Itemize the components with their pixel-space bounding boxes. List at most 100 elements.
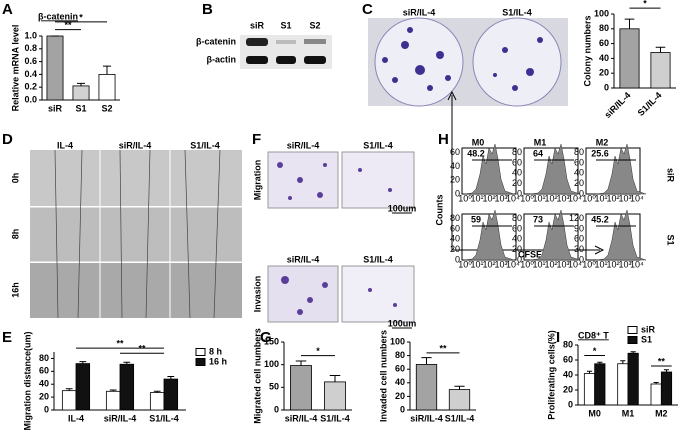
y-tick-label: 0 — [579, 188, 584, 198]
x-tick-label: siR/IL-4 — [285, 413, 318, 423]
error-bar — [630, 351, 636, 354]
x-tick-label: 10⁴ — [568, 259, 582, 269]
x-tick-label: 10¹ — [532, 193, 545, 203]
significance: ** — [138, 344, 146, 354]
y-tick-label: 60 — [574, 157, 584, 167]
label: 64 — [533, 148, 543, 158]
x-tick-label: 10³ — [494, 259, 507, 269]
label: 100um — [388, 318, 417, 328]
chart-title: β-catenin — [38, 11, 78, 21]
y-tick-label: 80 — [512, 147, 522, 157]
label: siR/IL-4 — [287, 140, 320, 150]
x-tick-label: 10² — [606, 259, 619, 269]
error-bar — [663, 369, 670, 372]
y-tick-label: 0 — [517, 188, 522, 198]
x-tick-label: 10⁰ — [582, 259, 596, 269]
x-tick-label: 10⁴ — [568, 193, 582, 203]
y-tick-label: 40 — [599, 53, 609, 63]
y-tick-label: 100 — [390, 336, 405, 346]
error-bar — [655, 46, 666, 53]
y-axis-label: Colony numbers — [582, 15, 592, 86]
x-tick-label: S1/IL-4 — [320, 413, 350, 423]
x-tick-label: 10⁴ — [506, 259, 520, 269]
y-axis-label: Migrated cell numbers — [252, 328, 262, 424]
y-tick-label: 0 — [604, 82, 609, 92]
bar — [583, 373, 596, 406]
bar — [448, 389, 471, 411]
significance: * — [593, 346, 597, 356]
x-tick-label: S1/IL-4 — [149, 413, 179, 423]
y-tick-label: 0 — [579, 254, 584, 264]
label: siR/IL-4 — [119, 140, 152, 150]
panel-letter: D — [2, 131, 13, 148]
y-tick-label: 0 — [274, 404, 279, 414]
significance: ** — [64, 20, 72, 30]
label: Invasion — [252, 276, 262, 313]
panel-letter: C — [362, 1, 373, 18]
error-bar — [620, 360, 626, 364]
label: siR — [666, 168, 676, 183]
bar — [650, 52, 671, 89]
label: CFSE — [518, 249, 542, 259]
x-tick-label: 10² — [544, 193, 557, 203]
label: β-catenin — [196, 36, 236, 46]
y-tick-label: 60 — [450, 223, 460, 233]
bar — [650, 383, 662, 406]
significance: ** — [116, 339, 124, 349]
label: siR — [250, 20, 265, 30]
y-tick-label: 20 — [39, 391, 49, 401]
y-tick-label: 0 — [400, 404, 405, 414]
panel-letter: F — [252, 131, 261, 148]
bar — [61, 390, 77, 411]
error-bar — [597, 361, 603, 364]
bar — [415, 364, 438, 411]
x-tick-label: S2 — [101, 103, 112, 113]
x-tick-label: 10² — [482, 259, 495, 269]
y-tick-label: 60 — [599, 38, 609, 48]
label: 48.2 — [467, 148, 485, 158]
legend-label: 8 h — [209, 346, 222, 356]
label: IL-4 — [57, 140, 73, 150]
bar — [619, 28, 640, 89]
error-bar — [109, 389, 117, 392]
bar — [660, 371, 673, 406]
y-tick-label: 80 — [599, 23, 609, 33]
label: M1 — [534, 137, 547, 147]
error-bar — [295, 360, 307, 366]
transwell-images — [267, 151, 415, 329]
y-tick-label: 60 — [512, 223, 522, 233]
legend-swatch — [627, 336, 638, 344]
y-tick-label: 20 — [450, 244, 460, 254]
error-bar — [123, 361, 131, 365]
y-tick-label: 120 — [569, 213, 584, 223]
y-tick-label: 60 — [512, 157, 522, 167]
bar — [627, 352, 639, 406]
label: S1/IL-4 — [363, 140, 393, 150]
y-tick-label: 50 — [269, 382, 279, 392]
x-tick-label: 10⁰ — [458, 193, 472, 203]
label: Migration — [252, 160, 262, 201]
x-tick-label: 10¹ — [470, 259, 483, 269]
bar — [72, 85, 90, 101]
x-tick-label: S1 — [75, 103, 86, 113]
x-tick-label: siR/IL-4 — [410, 413, 443, 423]
label: S2 — [309, 20, 320, 30]
y-tick-label: 80 — [450, 213, 460, 223]
y-tick-label: 80 — [512, 213, 522, 223]
x-tick-label: 10⁰ — [458, 259, 472, 269]
y-tick-label: 0 — [517, 254, 522, 264]
x-tick-label: 10³ — [618, 259, 631, 269]
y-tick-label: 20 — [599, 68, 609, 78]
x-tick-label: 10³ — [618, 193, 631, 203]
panel-letter: E — [2, 329, 12, 346]
legend-swatch — [195, 358, 206, 366]
label: 100um — [388, 203, 417, 213]
x-tick-label: 10¹ — [470, 193, 483, 203]
x-tick-label: IL-4 — [68, 413, 84, 423]
x-tick-label: 10² — [606, 193, 619, 203]
y-tick-label: 20 — [512, 244, 522, 254]
y-tick-label: 20 — [512, 178, 522, 188]
x-tick-label: siR/IL-4 — [603, 90, 633, 120]
panel-letter: I — [556, 329, 560, 346]
